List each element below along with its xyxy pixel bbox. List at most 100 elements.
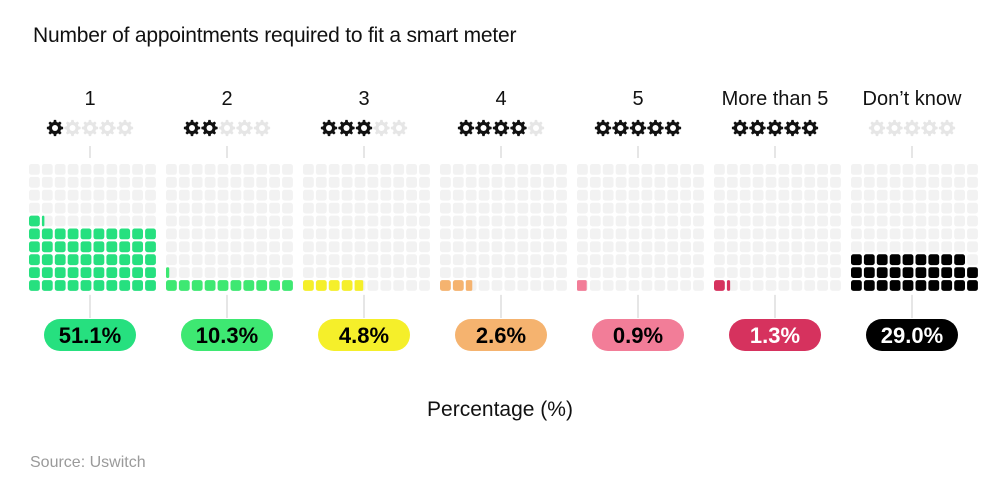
waffle-cell xyxy=(889,189,901,201)
waffle-cell xyxy=(615,228,627,240)
waffle-cell xyxy=(166,189,177,201)
waffle-cell-filled xyxy=(132,267,143,278)
waffle-cell xyxy=(739,202,751,214)
waffle-cell xyxy=(465,176,477,188)
waffle-cell xyxy=(478,280,490,291)
waffle-cell xyxy=(556,164,567,175)
waffle-cell xyxy=(367,164,379,175)
waffle-cell xyxy=(478,254,490,266)
waffle-cell xyxy=(440,164,451,175)
waffle-cell xyxy=(504,254,516,266)
value-pill xyxy=(181,319,273,351)
gear-icon xyxy=(183,119,201,137)
waffle-cell xyxy=(491,280,503,291)
waffle-cell xyxy=(440,189,451,201)
waffle-cell xyxy=(328,241,340,253)
value-pill xyxy=(866,319,958,351)
waffle-cell-filled xyxy=(41,267,53,278)
waffle-cell xyxy=(804,164,816,175)
waffle-cell xyxy=(530,189,542,201)
waffle-cell xyxy=(217,241,229,253)
waffle-cell xyxy=(889,164,901,175)
waffle-cell xyxy=(791,189,803,201)
waffle-cell xyxy=(765,228,777,240)
waffle-cell xyxy=(406,176,417,188)
waffle-cell xyxy=(380,176,392,188)
waffle-cell xyxy=(80,202,92,214)
waffle-cell xyxy=(830,267,841,278)
waffle-cell xyxy=(440,254,451,266)
waffle-cell xyxy=(615,164,627,175)
waffle-cell xyxy=(577,254,588,266)
waffle-cell xyxy=(830,241,841,253)
waffle-cell-filled xyxy=(928,254,940,266)
waffle-cell-filled xyxy=(119,241,131,253)
waffle-cell xyxy=(256,267,268,278)
gear-icon xyxy=(510,119,527,137)
waffle-cell-filled xyxy=(67,254,79,266)
category-column: 2 10.3% xyxy=(166,88,293,351)
waffle-cell xyxy=(543,267,554,278)
waffle-cell xyxy=(602,164,614,175)
waffle-cell xyxy=(303,202,314,214)
waffle-cell xyxy=(556,202,567,214)
waffle-cell-filled xyxy=(863,280,875,291)
waffle-cell xyxy=(204,164,216,175)
gear-icon xyxy=(373,119,390,137)
waffle-cell xyxy=(863,189,875,201)
waffle-cell xyxy=(778,228,790,240)
waffle-cell xyxy=(791,241,803,253)
waffle-cell xyxy=(902,202,914,214)
waffle-cell-filled xyxy=(29,228,40,240)
waffle-cell xyxy=(465,202,477,214)
waffle-cell xyxy=(217,164,229,175)
waffle-cell xyxy=(628,241,640,253)
waffle-cell xyxy=(667,267,679,278)
waffle-cell xyxy=(889,202,901,214)
waffle-cell xyxy=(504,267,516,278)
waffle-cell xyxy=(726,176,738,188)
waffle-cell xyxy=(954,176,965,188)
waffle-cell xyxy=(269,267,280,278)
waffle-cell xyxy=(615,254,627,266)
waffle-cell xyxy=(93,189,105,201)
waffle-cell xyxy=(406,267,417,278)
waffle-cell xyxy=(393,228,405,240)
waffle-cell xyxy=(393,267,405,278)
waffle-cell xyxy=(628,215,640,227)
waffle-cell-filled xyxy=(145,254,156,266)
waffle-cell-filled xyxy=(29,280,40,291)
waffle-cell xyxy=(693,241,704,253)
waffle-cell xyxy=(230,241,242,253)
waffle-cell xyxy=(452,254,464,266)
gear-icon xyxy=(99,119,116,137)
waffle-cell xyxy=(765,189,777,201)
waffle-cell xyxy=(928,241,940,253)
waffle-cell xyxy=(602,254,614,266)
waffle-cell xyxy=(804,241,816,253)
waffle-cell xyxy=(132,189,143,201)
waffle-cell xyxy=(714,189,725,201)
waffle-cell-filled xyxy=(93,254,105,266)
waffle-cell xyxy=(765,202,777,214)
waffle-cell xyxy=(530,254,542,266)
waffle-cell-filled xyxy=(93,241,105,253)
waffle-cell xyxy=(282,267,293,278)
waffle-cell xyxy=(380,228,392,240)
waffle-cell xyxy=(217,189,229,201)
waffle-cell xyxy=(641,202,653,214)
category-column: More than 5 1.3% xyxy=(714,88,841,351)
waffle-cell xyxy=(419,215,430,227)
waffle-cell xyxy=(791,267,803,278)
waffle-cell xyxy=(654,267,666,278)
waffle-cell xyxy=(928,189,940,201)
waffle-cell xyxy=(166,164,177,175)
waffle-cell xyxy=(577,241,588,253)
waffle-cell xyxy=(530,280,542,291)
waffle-cell xyxy=(419,241,430,253)
waffle-cell-filled xyxy=(106,241,118,253)
waffle-cell xyxy=(680,228,691,240)
waffle-cell xyxy=(315,241,327,253)
waffle-cell xyxy=(282,164,293,175)
waffle-cell xyxy=(217,254,229,266)
